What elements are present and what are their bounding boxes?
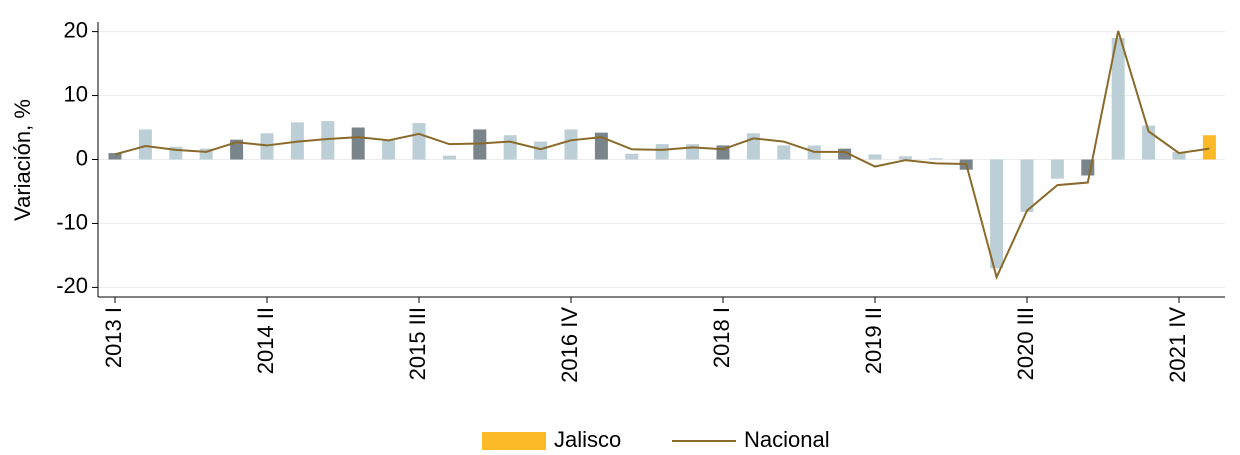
- x-tick-label: 2014 II: [253, 307, 278, 374]
- bar: [503, 135, 517, 160]
- legend-label: Nacional: [744, 427, 830, 452]
- bar: [625, 153, 639, 160]
- bar: [868, 154, 882, 160]
- bar: [1050, 159, 1064, 179]
- x-tick-label: 2016 IV: [557, 307, 582, 383]
- y-axis-title: Variación, %: [10, 99, 35, 221]
- x-tick-label: 2019 II: [861, 307, 886, 374]
- bar: [321, 121, 335, 160]
- y-tick-label: 0: [76, 145, 88, 170]
- bar: [230, 139, 244, 160]
- bar: [199, 148, 213, 160]
- bar: [108, 153, 122, 160]
- bar: [746, 133, 760, 160]
- y-tick-label: 20: [64, 17, 88, 42]
- line: [114, 30, 1210, 281]
- x-tick-label: 2020 III: [1013, 307, 1038, 380]
- y-tick-label: 10: [64, 81, 88, 106]
- x-tick-label: 2021 IV: [1165, 307, 1190, 383]
- bar: [442, 155, 456, 160]
- bar: [990, 159, 1004, 269]
- bar: [564, 129, 578, 160]
- bar: [838, 148, 852, 160]
- y-tick-label: -10: [56, 209, 88, 234]
- y-tick-label: -20: [56, 273, 88, 298]
- bar: [929, 158, 943, 160]
- bar: [1202, 135, 1216, 160]
- x-tick-label: 2018 I: [709, 307, 734, 368]
- bar: [777, 145, 791, 160]
- legend-label: Jalisco: [554, 427, 621, 452]
- legend-swatch: [482, 432, 546, 450]
- bar: [351, 127, 365, 160]
- x-tick-label: 2013 I: [101, 307, 126, 368]
- bar: [898, 156, 912, 160]
- bar: [412, 123, 426, 160]
- bar: [138, 129, 152, 160]
- bar: [1172, 151, 1186, 160]
- bar: [1020, 159, 1034, 212]
- bar: [382, 140, 396, 160]
- x-tick-label: 2015 III: [405, 307, 430, 380]
- bar: [534, 141, 548, 160]
- bar: [655, 144, 669, 160]
- bar: [1111, 37, 1125, 160]
